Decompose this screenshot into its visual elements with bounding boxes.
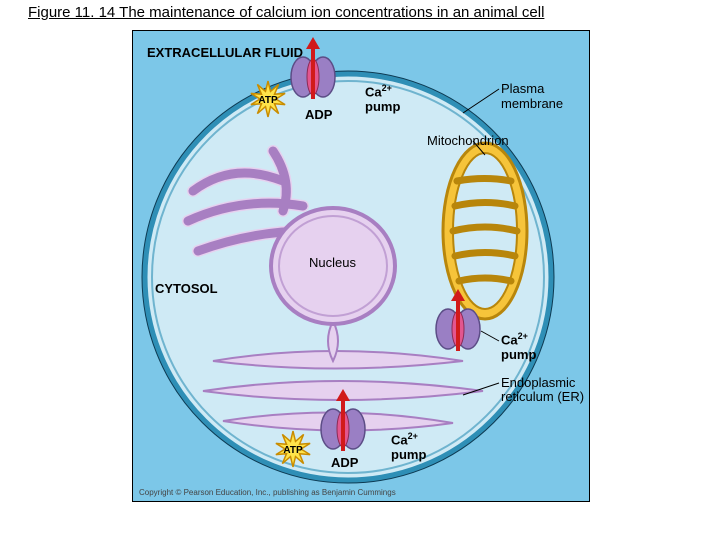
label-cytosol: CYTOSOL	[155, 281, 218, 296]
label-nucleus: Nucleus	[309, 255, 356, 270]
label-er-line2: reticulum (ER)	[501, 389, 584, 404]
figure-title: Figure 11. 14 The maintenance of calcium…	[28, 4, 544, 21]
label-mitochondrion: Mitochondrion	[427, 133, 509, 148]
label-adp-bottom: ADP	[331, 455, 358, 470]
diagram-panel: ATP ATP EXTRACELLULAR FLUID ADP ADP Ca2+ …	[132, 30, 590, 502]
svg-text:ATP: ATP	[258, 95, 278, 106]
copyright-text: Copyright © Pearson Education, Inc., pub…	[139, 488, 396, 497]
label-ca-pump-bottom: Ca2+ pump	[391, 431, 426, 462]
label-ca-pump-top: Ca2+ pump	[365, 83, 400, 114]
label-er-line1: Endoplasmic	[501, 375, 575, 390]
label-plasma-membrane: Plasma membrane	[501, 81, 589, 111]
svg-text:ATP: ATP	[283, 445, 303, 456]
label-ca-pump-right: Ca2+ pump	[501, 331, 536, 362]
label-adp-top: ADP	[305, 107, 332, 122]
label-extracellular-fluid: EXTRACELLULAR FLUID	[147, 45, 303, 60]
